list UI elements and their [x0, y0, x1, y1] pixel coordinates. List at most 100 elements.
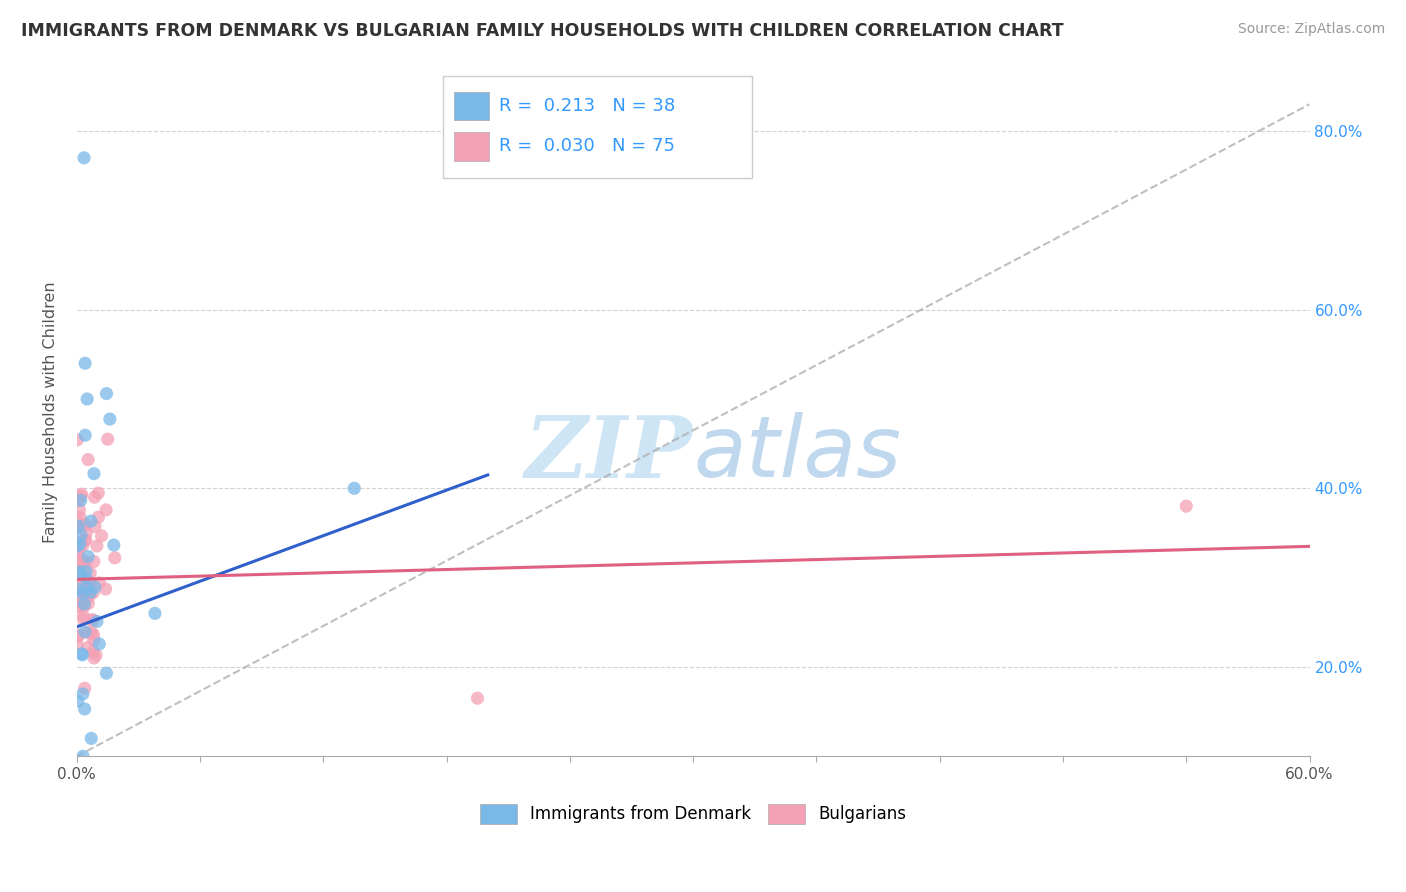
Point — [70, 647, 93, 661]
Point — [77, 549, 100, 564]
Point — [77, 640, 100, 655]
Point — [84, 648, 107, 662]
Point — [67, 561, 90, 575]
Point — [66, 562, 89, 576]
Point — [66, 582, 89, 597]
Point — [67, 534, 90, 549]
Point — [79, 566, 101, 580]
Point — [86, 615, 108, 629]
Point — [70, 528, 93, 542]
Text: ZIP: ZIP — [526, 412, 693, 495]
Point — [73, 151, 96, 165]
Point — [82, 585, 104, 599]
Point — [94, 582, 117, 596]
Point — [76, 625, 98, 640]
Point — [70, 487, 93, 501]
Point — [104, 550, 127, 565]
Point — [89, 637, 111, 651]
Point — [72, 648, 94, 662]
Point — [73, 599, 96, 613]
Point — [83, 651, 105, 665]
Point — [75, 533, 97, 547]
Point — [67, 571, 90, 585]
Point — [69, 565, 91, 579]
Point — [72, 687, 94, 701]
Point — [98, 412, 121, 426]
Point — [82, 613, 104, 627]
Point — [103, 538, 125, 552]
Point — [82, 613, 104, 627]
Point — [90, 529, 112, 543]
Point — [69, 537, 91, 551]
Point — [80, 514, 103, 528]
Point — [73, 597, 96, 611]
Point — [86, 539, 108, 553]
Point — [72, 586, 94, 600]
Point — [67, 589, 90, 603]
Point — [84, 580, 107, 594]
Point — [75, 533, 97, 547]
Point — [79, 585, 101, 599]
Text: R =  0.030   N = 75: R = 0.030 N = 75 — [499, 137, 675, 155]
Point — [66, 433, 89, 447]
Point — [75, 428, 97, 442]
Point — [89, 576, 111, 591]
Text: IMMIGRANTS FROM DENMARK VS BULGARIAN FAMILY HOUSEHOLDS WITH CHILDREN CORRELATION: IMMIGRANTS FROM DENMARK VS BULGARIAN FAM… — [21, 22, 1064, 40]
Point — [66, 553, 89, 567]
Point — [69, 575, 91, 590]
Point — [67, 599, 90, 614]
Point — [94, 503, 117, 517]
Point — [80, 731, 103, 746]
Point — [72, 749, 94, 764]
Point — [66, 521, 89, 535]
Point — [96, 386, 118, 401]
Point — [66, 539, 89, 553]
Point — [467, 691, 489, 706]
Point — [82, 628, 104, 642]
Point — [70, 597, 93, 611]
Point — [79, 580, 101, 594]
Point — [87, 486, 110, 500]
Point — [82, 645, 104, 659]
Point — [77, 590, 100, 604]
Point — [143, 607, 166, 621]
Point — [72, 612, 94, 626]
Point — [75, 525, 97, 540]
Point — [67, 543, 90, 558]
Point — [67, 628, 90, 642]
Point — [69, 539, 91, 553]
Point — [343, 481, 366, 495]
Point — [77, 596, 100, 610]
Point — [83, 490, 105, 504]
Point — [69, 510, 91, 524]
Point — [72, 584, 94, 599]
Point — [66, 694, 89, 708]
Point — [83, 467, 105, 481]
Text: atlas: atlas — [693, 412, 901, 495]
Point — [66, 638, 89, 652]
Point — [67, 595, 90, 609]
Point — [83, 632, 105, 647]
Point — [69, 567, 91, 582]
Point — [75, 555, 97, 569]
Point — [69, 503, 91, 517]
Point — [77, 452, 100, 467]
Point — [72, 559, 94, 574]
Point — [79, 588, 101, 602]
Point — [67, 571, 90, 585]
Point — [75, 571, 97, 585]
Y-axis label: Family Households with Children: Family Households with Children — [44, 282, 58, 543]
Text: Source: ZipAtlas.com: Source: ZipAtlas.com — [1237, 22, 1385, 37]
Point — [80, 625, 103, 640]
Point — [73, 702, 96, 716]
Point — [73, 624, 96, 639]
Point — [69, 493, 91, 508]
Point — [72, 609, 94, 624]
Point — [69, 599, 91, 613]
Point — [97, 432, 120, 446]
Point — [72, 569, 94, 583]
Point — [66, 519, 89, 533]
Point — [70, 489, 93, 503]
Point — [66, 494, 89, 508]
Point — [84, 519, 107, 533]
